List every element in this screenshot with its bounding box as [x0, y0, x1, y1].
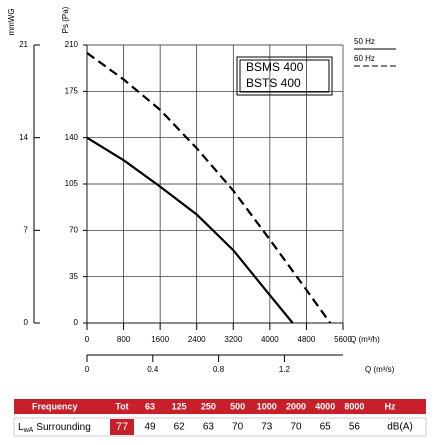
row-unit: dB(A) — [387, 422, 413, 433]
y-tick-label: 210 — [65, 40, 79, 49]
table-header: Tot — [115, 401, 128, 411]
x2-tick-label: 1.2 — [279, 365, 291, 374]
table-header: Frequency — [32, 401, 78, 411]
band-label: 125 — [172, 401, 187, 411]
x-axis-label: Q (m³/h) — [350, 335, 380, 344]
band-value: 62 — [174, 422, 186, 433]
row-label-part: L — [18, 422, 24, 433]
band-value: 70 — [232, 422, 244, 433]
x-tick-label: 0 — [85, 335, 90, 344]
y-tick-label: 0 — [74, 318, 79, 327]
row-label-sub: wA — [23, 427, 34, 434]
x-tick-label: 4000 — [261, 335, 279, 344]
y2-tick-label: 0 — [24, 318, 29, 327]
model-box-inner — [239, 59, 330, 93]
band-value: 65 — [320, 422, 332, 433]
band-label: 63 — [145, 401, 155, 411]
y2-tick-label: 14 — [19, 133, 28, 142]
x2-tick-label: 0.8 — [213, 365, 225, 374]
x-tick-label: 800 — [117, 335, 131, 344]
band-label: 8000 — [344, 401, 364, 411]
total-value: 77 — [116, 421, 128, 433]
model-name: BSTS 400 — [246, 76, 301, 90]
model-name: BSMS 400 — [246, 60, 304, 74]
y-tick-label: 140 — [65, 133, 79, 142]
y-axis-label: Ps (Pa) — [61, 6, 70, 33]
row-label: LwA Surrounding — [18, 422, 91, 434]
x-tick-label: 2400 — [188, 335, 206, 344]
band-label: 250 — [201, 401, 216, 411]
band-unit: Hz — [385, 401, 396, 411]
x2-tick-label: 0 — [85, 365, 90, 374]
legend-label: 60 Hz — [354, 54, 375, 63]
table-header-bg — [14, 399, 426, 414]
y-tick-label: 35 — [69, 272, 78, 281]
x2-tick-label: 0.4 — [147, 365, 159, 374]
band-label: 500 — [230, 401, 245, 411]
y-tick-label: 175 — [65, 86, 79, 95]
y2-tick-label: 21 — [19, 40, 28, 49]
y2-axis-label: mmWG — [7, 8, 16, 35]
band-value: 70 — [290, 422, 302, 433]
band-label: 2000 — [286, 401, 306, 411]
legend-label: 50 Hz — [354, 37, 375, 46]
curve — [86, 136, 294, 324]
band-value: 73 — [261, 422, 273, 433]
band-label: 1000 — [257, 401, 277, 411]
band-value: 63 — [203, 422, 215, 433]
model-box — [236, 56, 333, 96]
y2-tick-label: 7 — [24, 225, 29, 234]
y-tick-label: 70 — [69, 225, 78, 234]
curve — [86, 52, 332, 324]
band-label: 4000 — [315, 401, 335, 411]
x-tick-label: 1600 — [151, 335, 169, 344]
band-value: 49 — [144, 422, 156, 433]
x-tick-label: 3200 — [224, 335, 242, 344]
x-tick-label: 5600 — [334, 335, 352, 344]
y-tick-label: 105 — [65, 179, 79, 188]
band-value: 56 — [349, 422, 361, 433]
row-label-part: Surrounding — [36, 422, 90, 433]
x-tick-label: 4800 — [298, 335, 316, 344]
x2-axis-label: Q (m³/s) — [365, 365, 395, 374]
total-bg — [110, 419, 134, 435]
